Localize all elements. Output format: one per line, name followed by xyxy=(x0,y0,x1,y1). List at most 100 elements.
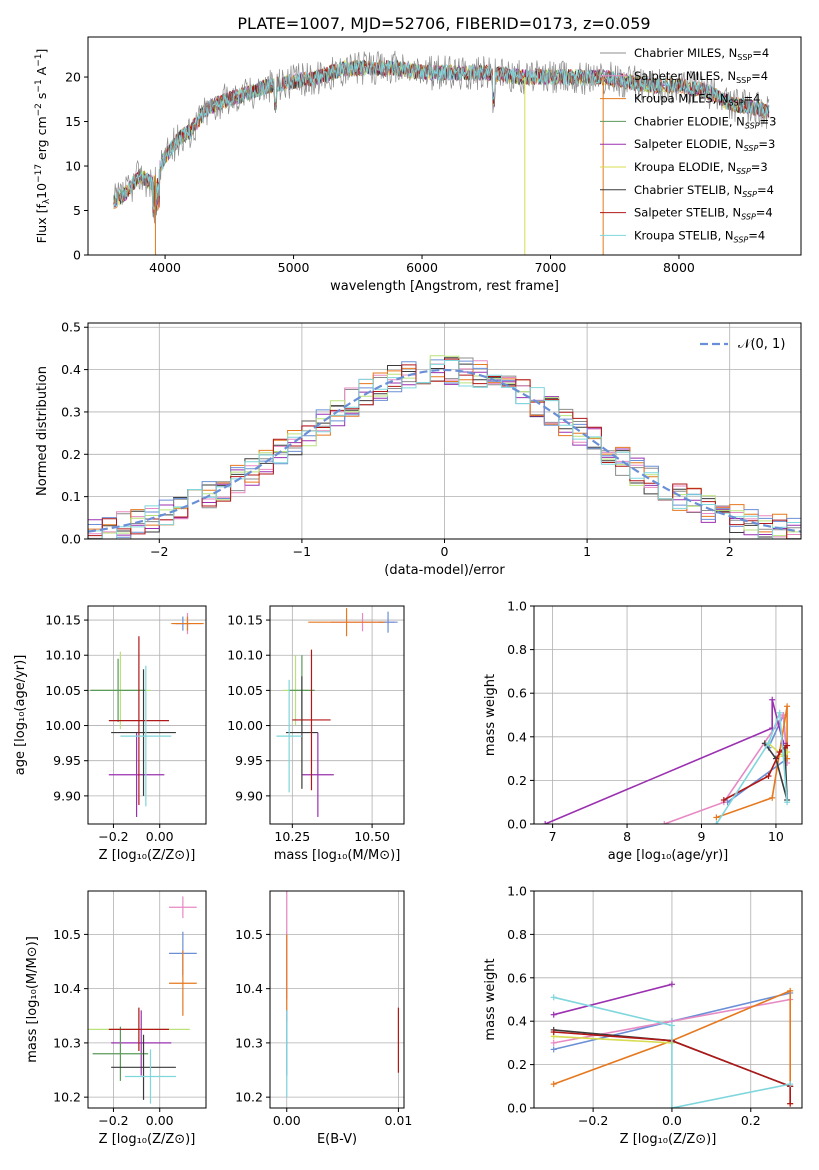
weight-vs-age-panel: 7 8 9 10 0.0 0.2 0.4 0.6 0.8 1.0 age [log₁₀(age/yr… xyxy=(483,599,803,863)
residual-panel: 𝒩(0, 1) −2 −1 0 1 2 0.0 0.1 0.2 0.3 0.4 0.5 (data-mo… xyxy=(35,320,802,578)
x-axis-label: Z [log₁₀(Z/Z⊙)] xyxy=(620,1132,717,1147)
y-tick-label: 0.6 xyxy=(507,970,527,985)
x-tick-label: 8000 xyxy=(663,260,695,275)
weight-line-6 xyxy=(553,1031,791,1104)
y-tick-label: 0.6 xyxy=(507,686,527,701)
y-tick-label: 10.05 xyxy=(227,683,263,698)
y-tick-label: 10.00 xyxy=(45,718,81,733)
x-axis-label: Z [log₁₀(Z/Z⊙)] xyxy=(99,1132,196,1147)
y-tick-label: 10.00 xyxy=(227,718,263,733)
y-tick-label: 10.5 xyxy=(53,927,81,942)
legend-label-7: Salpeter STELIB, NSSP=4 xyxy=(634,206,773,222)
axes-frame xyxy=(87,890,207,1109)
y-axis-label: mass [log₁₀(M/M⊙)] xyxy=(25,936,40,1063)
histogram-series-8 xyxy=(88,360,801,539)
x-tick-label: 10 xyxy=(768,829,784,844)
weight-vs-z-panel: −0.2 0.0 0.2 0.0 0.2 0.4 0.6 0.8 1.0 Z [log₁₀(Z/Z… xyxy=(483,884,803,1147)
legend-label-4: Salpeter ELODIE, NSSP=3 xyxy=(634,137,775,153)
weight-line-2 xyxy=(553,989,791,1104)
plot-area xyxy=(542,696,791,824)
y-axis-label: age [log₁₀(age/yr)] xyxy=(13,655,28,776)
x-axis-label: mass [log₁₀(M/M⊙)] xyxy=(274,848,401,863)
x-tick-label: 0.0 xyxy=(662,1113,682,1128)
y-tick-label: 10.05 xyxy=(45,683,81,698)
histogram-series-1 xyxy=(88,360,801,538)
x-axis-label: Z [log₁₀(Z/Z⊙)] xyxy=(99,848,196,863)
y-tick-label: 9.95 xyxy=(53,753,81,768)
y-tick-label: 0.2 xyxy=(61,447,81,462)
y-tick-label: 10.2 xyxy=(235,1090,263,1105)
x-tick-label: 10.25 xyxy=(274,829,310,844)
plot-area xyxy=(90,613,204,817)
y-tick-label: 10.10 xyxy=(227,648,263,663)
x-tick-label: 8 xyxy=(623,829,631,844)
x-tick-label: 0 xyxy=(441,544,449,559)
panels: Chabrier MILES, NSSP=4 Salpeter MILES, NS… xyxy=(13,36,803,1147)
x-axis-label: (data-model)/error xyxy=(384,563,505,578)
y-tick-label: 10.2 xyxy=(53,1090,81,1105)
y-tick-label: 0.0 xyxy=(507,1101,527,1116)
legend-label-5: Kroupa ELODIE, NSSP=3 xyxy=(634,160,768,176)
weight-line-6 xyxy=(723,744,788,801)
y-axis-label: mass weight xyxy=(483,674,498,756)
y-tick-label: 0.8 xyxy=(507,927,527,942)
spectrum-line-0 xyxy=(113,50,770,224)
y-tick-label: 1.0 xyxy=(507,884,527,899)
x-axis-label: age [log₁₀(age/yr)] xyxy=(608,848,729,863)
mass-vs-z-panel: −0.2 0.00 10.2 10.3 10.4 10.5 Z [log₁₀(Z/Z⊙)] m… xyxy=(25,890,207,1147)
plot-area xyxy=(550,981,794,1108)
x-tick-label: −0.2 xyxy=(98,829,128,844)
legend-label-0: Chabrier MILES, NSSP=4 xyxy=(634,46,769,62)
y-axis-label: Flux [fλ10−17 erg cm−2 s−1 A−1] xyxy=(34,49,52,244)
x-tick-label: −0.2 xyxy=(98,1113,128,1128)
histogram-series-2 xyxy=(88,364,801,539)
y-tick-label: 0.0 xyxy=(507,817,527,832)
y-tick-label: 0.8 xyxy=(507,642,527,657)
y-tick-label: 10 xyxy=(65,159,81,174)
x-tick-label: −1 xyxy=(293,544,311,559)
age-vs-mass-panel: 10.25 10.50 9.90 9.95 10.00 10.05 10.10 10.15 ma… xyxy=(227,605,405,863)
x-tick-label: 6000 xyxy=(406,260,438,275)
histogram-series-0 xyxy=(88,357,801,539)
spectrum-legend: Chabrier MILES, NSSP=4 Salpeter MILES, NS… xyxy=(600,46,776,244)
y-tick-label: 0.4 xyxy=(61,362,81,377)
y-tick-label: 15 xyxy=(65,114,81,129)
legend-label-gaussian: 𝒩(0, 1) xyxy=(738,337,785,352)
y-tick-label: 0.4 xyxy=(507,729,527,744)
spectrum-panel: Chabrier MILES, NSSP=4 Salpeter MILES, NS… xyxy=(34,36,802,294)
x-tick-label: 5000 xyxy=(278,260,310,275)
axes-frame xyxy=(533,890,803,1109)
y-tick-label: 0.0 xyxy=(61,532,81,547)
plot-area xyxy=(88,355,801,539)
weight-line-7 xyxy=(553,996,791,1108)
weight-line-4 xyxy=(553,1035,672,1044)
axes-frame xyxy=(269,890,405,1109)
x-tick-label: 2 xyxy=(726,544,734,559)
y-tick-label: 10.15 xyxy=(227,613,263,628)
weight-line-3 xyxy=(544,699,785,824)
x-tick-label: 4000 xyxy=(149,260,181,275)
x-axis-label: wavelength [Angstrom, rest frame] xyxy=(330,279,559,294)
x-tick-label: 0.01 xyxy=(384,1113,412,1128)
x-axis-label: E(B-V) xyxy=(317,1132,357,1147)
x-tick-label: 0.2 xyxy=(741,1113,761,1128)
y-tick-label: 1.0 xyxy=(507,599,527,614)
y-tick-label: 9.90 xyxy=(235,788,263,803)
y-tick-label: 10.4 xyxy=(235,981,263,996)
spectrum-line-8 xyxy=(113,59,770,211)
y-tick-label: 0.3 xyxy=(61,404,81,419)
x-tick-label: −0.2 xyxy=(578,1113,608,1128)
y-tick-label: 10.3 xyxy=(235,1035,263,1050)
y-tick-label: 10.5 xyxy=(235,927,263,942)
y-tick-label: 9.90 xyxy=(53,788,81,803)
histogram-series-7 xyxy=(88,358,801,539)
legend-label-3: Chabrier ELODIE, NSSP=3 xyxy=(634,114,776,130)
y-tick-label: 20 xyxy=(65,70,81,85)
y-tick-label: 0.1 xyxy=(61,489,81,504)
x-tick-label: 0.00 xyxy=(146,829,174,844)
mass-vs-ebv-panel: 0.00 0.01 10.2 10.3 10.4 10.5 E(B-V) xyxy=(235,890,412,1147)
x-tick-label: −2 xyxy=(150,544,168,559)
y-tick-label: 10.3 xyxy=(53,1035,81,1050)
legend-label-1: Salpeter MILES, NSSP=4 xyxy=(634,69,768,85)
